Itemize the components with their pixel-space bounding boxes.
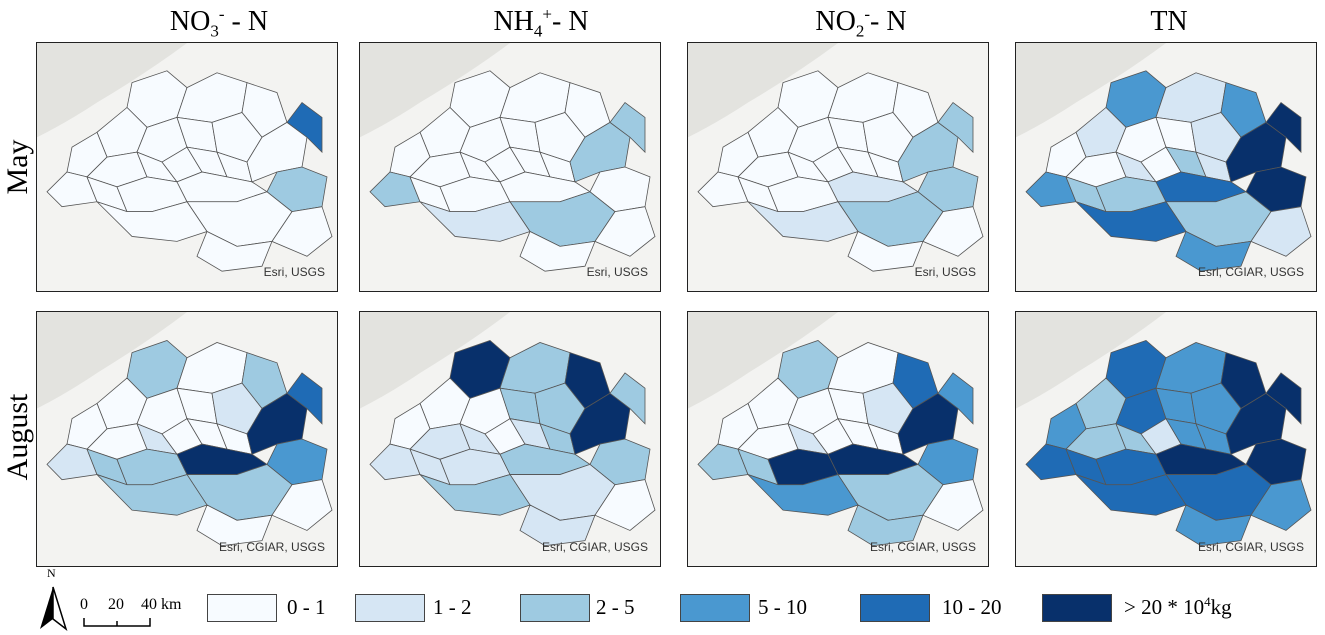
map-credit: Esri, CGIAR, USGS: [541, 540, 648, 554]
sub-watershed: [369, 443, 421, 481]
sub-watershed: [46, 171, 98, 208]
map-panel-august-nitrite: Esri, CGIAR, USGS: [687, 311, 989, 567]
sub-watershed: [286, 372, 323, 425]
sub-watershed: [369, 171, 421, 208]
legend-label-0-1: 0 - 1: [287, 595, 326, 619]
sub-watershed: [1175, 230, 1252, 272]
sub-watershed: [419, 474, 531, 516]
column-title-nitrite: NO2-- N: [815, 4, 907, 41]
sub-watershed: [697, 443, 749, 481]
sub-watershed: [609, 101, 646, 154]
sub-watershed: [1265, 372, 1302, 425]
sub-watershed: [1265, 101, 1302, 154]
sub-watershed: [96, 474, 208, 516]
legend-swatch-over-20: [1042, 594, 1112, 622]
map-panel-august-ammonium: Esri, CGIAR, USGS: [359, 311, 661, 567]
sub-watershed: [519, 230, 596, 272]
legend-swatch-2-5: [520, 594, 590, 622]
sub-watershed: [847, 230, 924, 272]
legend-swatch-1-2: [355, 594, 425, 622]
sub-watershed: [196, 230, 273, 272]
row-label-may: May: [1, 139, 34, 195]
legend-swatch-0-1: [207, 594, 277, 622]
sub-watershed: [286, 101, 323, 154]
map-credit: Esri, CGIAR, USGS: [1197, 540, 1304, 554]
sub-watershed: [1250, 479, 1312, 531]
sub-watershed: [594, 479, 656, 531]
watershed-map: [688, 43, 988, 291]
sub-watershed: [937, 101, 974, 154]
sub-watershed: [519, 504, 596, 547]
watershed-map: [688, 312, 988, 566]
sub-watershed: [46, 443, 98, 481]
map-panel-august-total-nitrogen: Esri, CGIAR, USGS: [1015, 311, 1317, 567]
sub-watershed: [1025, 171, 1077, 208]
sub-watershed: [271, 206, 333, 257]
watershed-map: [360, 43, 660, 291]
sub-watershed: [1075, 474, 1187, 516]
map-panel-august-nitrate: Esri, CGIAR, USGS: [36, 311, 338, 567]
sub-watershed: [419, 201, 531, 242]
scale-tick-40: 40 km: [141, 596, 182, 613]
sub-watershed: [1250, 206, 1312, 257]
scale-tick-0: 0: [80, 596, 88, 613]
watershed-map: [1016, 43, 1316, 291]
watershed-map: [37, 43, 337, 291]
sub-watershed: [847, 504, 924, 547]
sub-watershed: [96, 201, 208, 242]
sub-watershed: [594, 206, 656, 257]
legend-swatch-10-20: [860, 594, 930, 622]
legend-label-2-5: 2 - 5: [596, 595, 635, 619]
map-credit: Esri, CGIAR, USGS: [1197, 265, 1304, 279]
legend-label-over-20: > 20 * 104kg: [1124, 594, 1232, 619]
legend-label-1-2: 1 - 2: [433, 595, 472, 619]
map-panel-may-nitrate: Esri, USGS: [36, 42, 338, 292]
column-title-nitrate: NO3- - N: [169, 4, 269, 41]
watershed-map: [37, 312, 337, 566]
legend-swatch-5-10: [680, 594, 750, 622]
map-credit: Esri, CGIAR, USGS: [218, 540, 325, 554]
watershed-map: [1016, 312, 1316, 566]
sub-watershed: [747, 474, 859, 516]
legend-label-5-10: 5 - 10: [758, 595, 807, 619]
map-credit: Esri, CGIAR, USGS: [869, 540, 976, 554]
row-label-august: August: [1, 393, 34, 481]
sub-watershed: [1175, 504, 1252, 547]
sub-watershed: [697, 171, 749, 208]
map-credit: Esri, USGS: [914, 265, 976, 279]
map-panel-may-nitrite: Esri, USGS: [687, 42, 989, 292]
map-credit: Esri, USGS: [263, 265, 325, 279]
watershed-map: [360, 312, 660, 566]
sub-watershed: [922, 206, 984, 257]
sub-watershed: [1075, 201, 1187, 242]
sub-watershed: [271, 479, 333, 531]
sub-watershed: [747, 201, 859, 242]
map-credit: Esri, USGS: [586, 265, 648, 279]
column-title-total-nitrogen: TN: [1150, 6, 1188, 37]
scale-tick-20: 20: [108, 596, 124, 613]
sub-watershed: [922, 479, 984, 531]
legend-label-10-20: 10 - 20: [942, 595, 1002, 619]
scale-bar: [83, 618, 151, 627]
sub-watershed: [196, 504, 273, 547]
sub-watershed: [937, 372, 974, 425]
sub-watershed: [609, 372, 646, 425]
column-title-ammonium: NH4+- N: [493, 4, 589, 41]
north-label: N: [47, 566, 56, 580]
sub-watershed: [1025, 443, 1077, 481]
north-arrow-icon: [40, 586, 68, 631]
map-panel-may-ammonium: Esri, USGS: [359, 42, 661, 292]
map-panel-may-total-nitrogen: Esri, CGIAR, USGS: [1015, 42, 1317, 292]
